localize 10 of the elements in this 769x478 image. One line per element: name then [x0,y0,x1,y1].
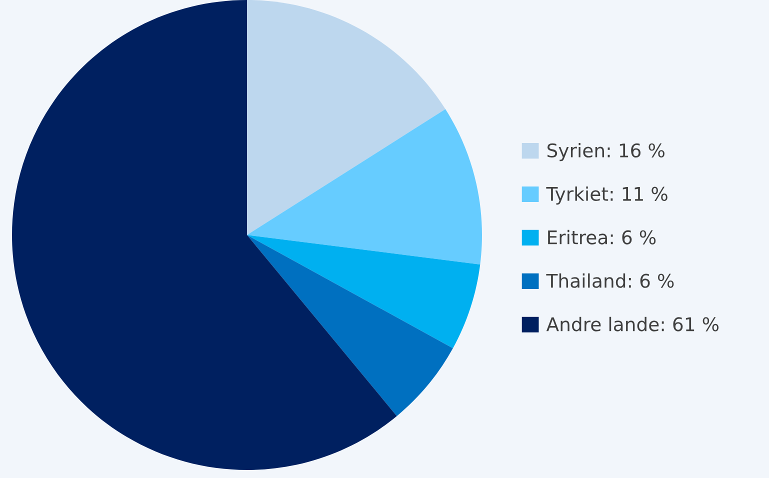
pie-slice [247,235,453,416]
pie-slice [247,0,446,235]
pie-slice [247,235,480,348]
legend-label: Thailand: 6 % [546,273,674,288]
legend-label: Tyrkiet: 11 % [546,186,668,205]
pie-slice [247,109,482,264]
legend-label: Syrien: 16 % [547,143,664,162]
legend-label: Andre lande: 61 % [546,316,719,332]
pie-slice [12,0,397,470]
legend-label: Eritrea: 6 % [548,230,656,244]
